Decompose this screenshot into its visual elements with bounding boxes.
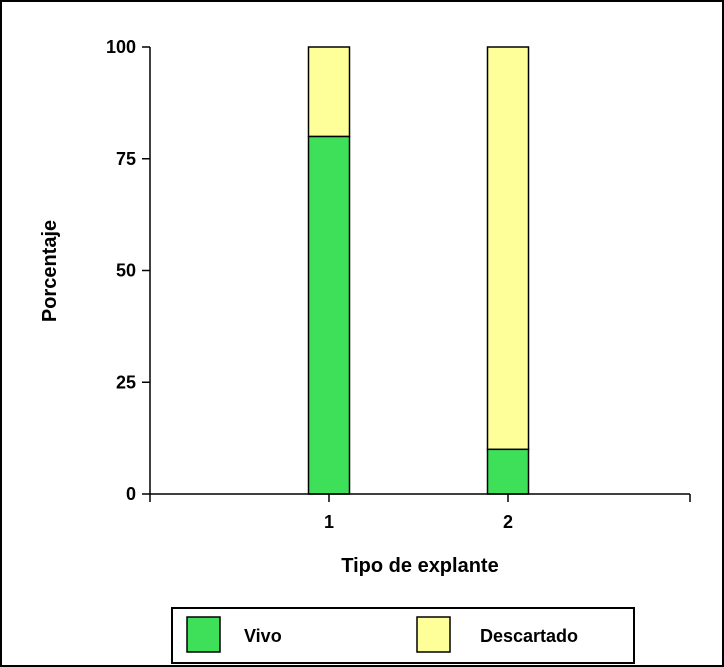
legend: Vivo Descartado [171,607,635,664]
x-axis-title: Tipo de explante [341,555,498,577]
y-tick-label-100: 100 [106,37,136,57]
y-tick-label-50: 50 [116,261,136,281]
ticks-group: 0 25 50 75 100 1 2 [106,37,691,532]
legend-label-descartado: Descartado [480,626,578,646]
axes-group [149,47,690,495]
y-tick-label-75: 75 [116,149,136,169]
x-tick-label-2: 2 [503,512,513,532]
bars-group [307,46,530,495]
y-axis-title: Porcentaje [39,220,61,322]
bar-vivo-1 [307,135,351,495]
bar-descartado-1 [307,46,351,138]
legend-swatch-vivo [186,616,221,653]
legend-box [171,607,635,664]
legend-label-vivo: Vivo [244,626,282,646]
legend-swatch-descartado [416,616,451,653]
bar-descartado-2 [486,46,530,451]
y-tick-label-0: 0 [126,484,136,504]
bar-vivo-2 [486,448,530,495]
y-tick-label-25: 25 [116,372,136,392]
x-tick-label-1: 1 [324,512,334,532]
